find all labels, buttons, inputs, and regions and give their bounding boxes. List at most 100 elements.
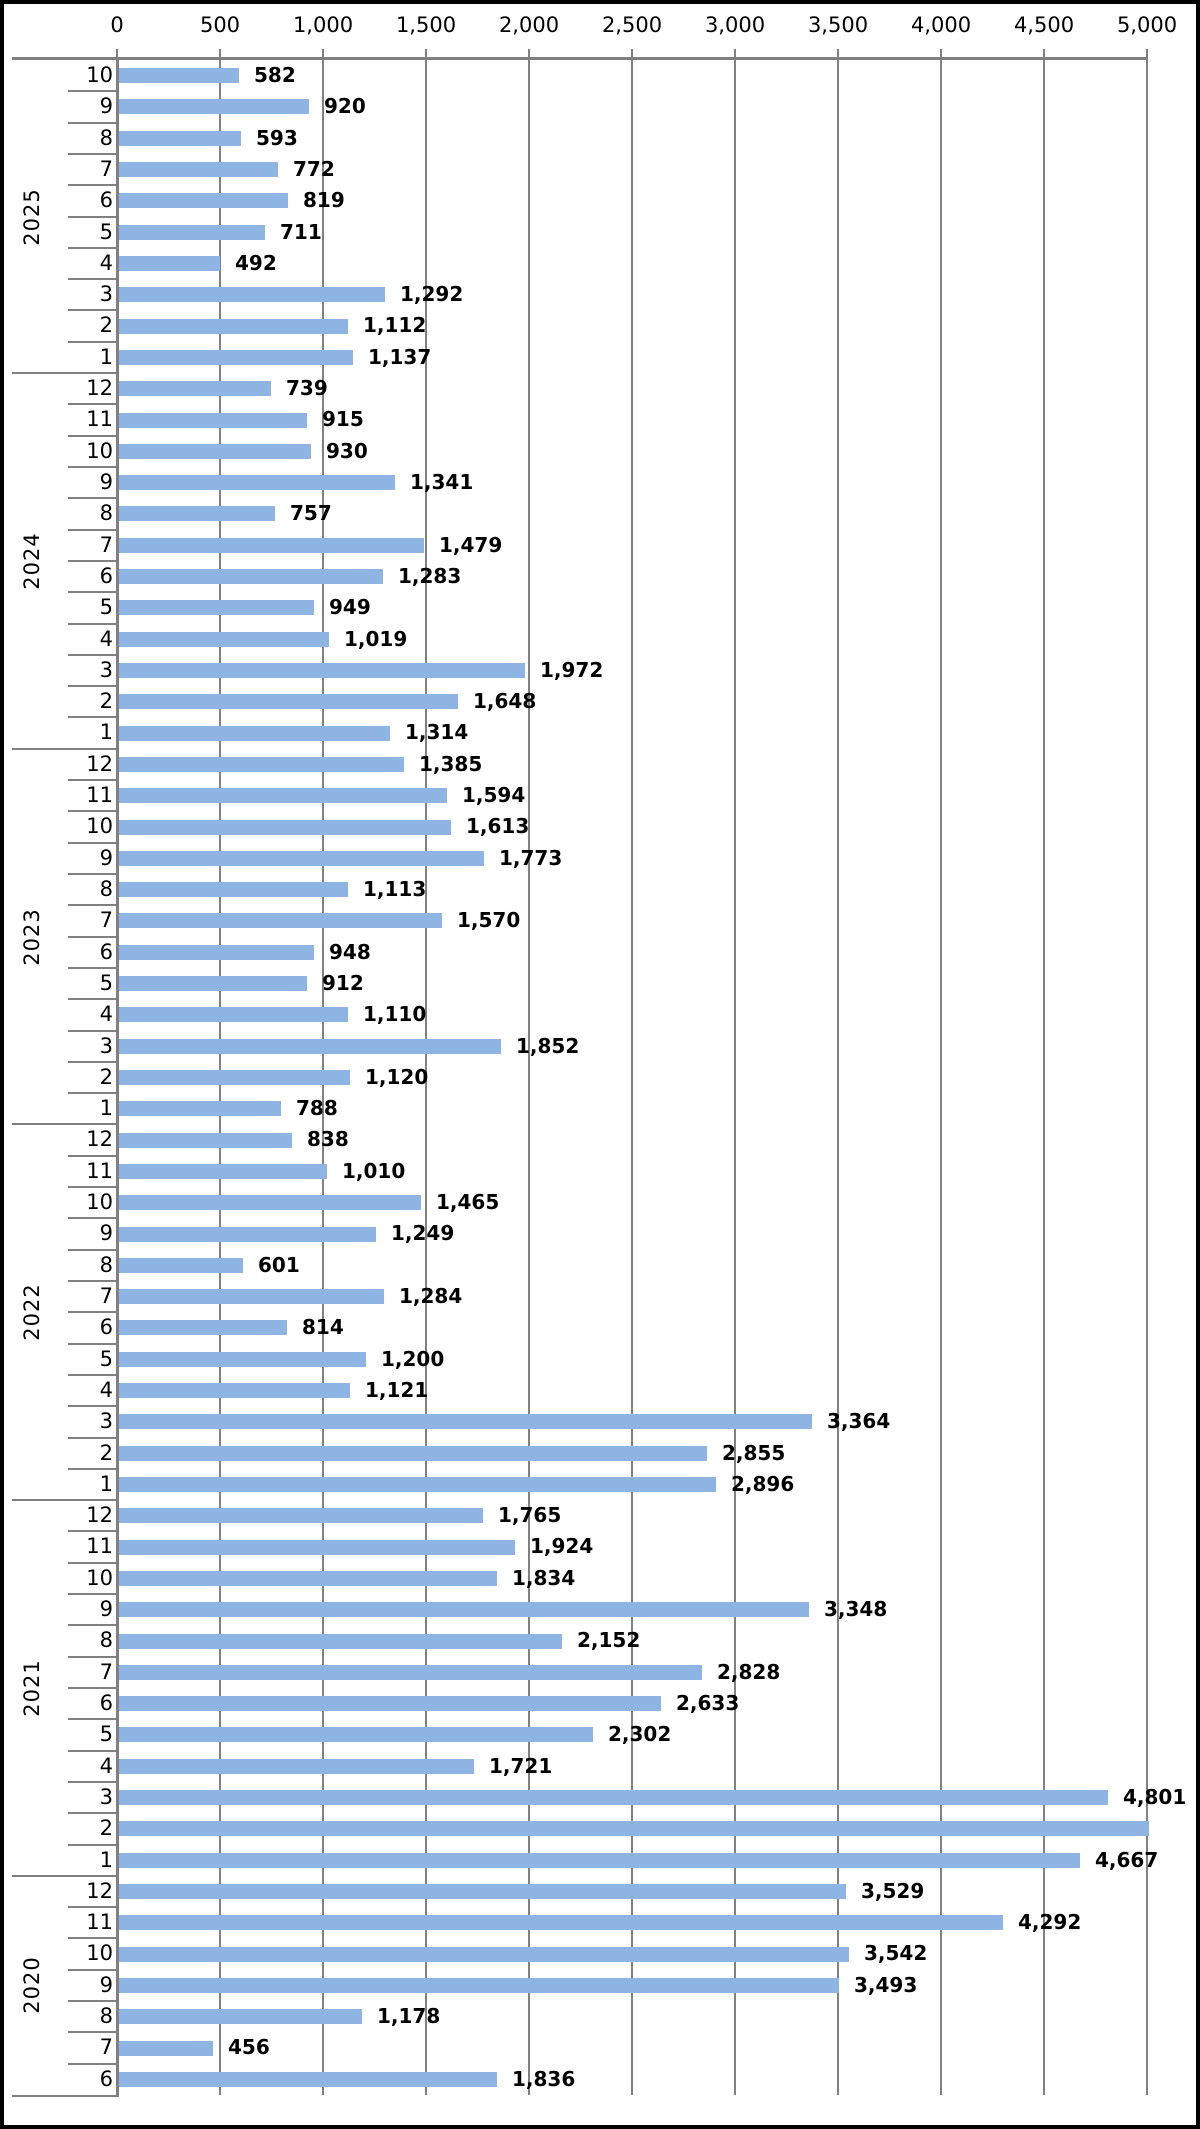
data-bar [119,2009,362,2025]
bar-row: 9 920 [4,91,1196,122]
value-label: 4,801 [1123,1784,1187,1809]
value-label: 1,019 [344,626,408,651]
data-bar [119,1007,348,1023]
month-separator-tick [68,1530,119,1533]
data-bar [119,537,424,553]
month-separator-tick [68,2000,119,2003]
value-label: 1,613 [466,814,530,839]
value-label: 1,972 [540,657,604,682]
data-bar [119,882,348,898]
month-axis-label: 5 [99,1722,113,1747]
value-label: 1,385 [419,751,483,776]
value-label: 1,112 [363,313,427,338]
value-label: 4,667 [1095,1847,1159,1872]
data-bar [119,475,395,491]
bar-row: 1 4,667 [4,1845,1196,1876]
bar-row: 8 593 [4,123,1196,154]
data-bar [119,1508,483,1524]
data-bar [119,99,309,115]
data-bar [119,756,404,772]
bar-row: 12 1,385 [4,749,1196,780]
month-axis-label: 4 [99,1753,113,1778]
value-label: 819 [303,188,345,213]
month-separator-tick [68,1405,119,1408]
month-separator-tick [68,1718,119,1721]
bar-row: 5 949 [4,592,1196,623]
bar-row: 11 4,292 [4,1907,1196,1938]
data-bar [119,1163,327,1179]
bar-row: 8 1,113 [4,874,1196,905]
x-axis-tick-mark [322,49,324,57]
data-bar [119,1445,707,1461]
month-separator-tick [68,184,119,187]
month-separator-tick [68,998,119,1001]
data-bar [119,2071,497,2087]
month-axis-label: 10 [86,438,113,463]
year-separator-line [12,372,119,375]
data-bar [119,224,265,240]
month-axis-label: 11 [86,1534,113,1559]
data-bar [119,443,311,459]
data-bar [119,1633,562,1649]
month-separator-tick [68,591,119,594]
bar-row: 9 1,341 [4,467,1196,498]
bar-row: 4 1,721 [4,1751,1196,1782]
month-separator-tick [68,278,119,281]
month-axis-label: 6 [99,2066,113,2091]
data-bar [119,1602,809,1618]
year-separator-line [12,1123,119,1126]
value-label: 1,120 [365,1064,429,1089]
x-axis-tick-mark [1043,49,1045,57]
value-label: 3,348 [824,1597,888,1622]
bar-row: 2 1,112 [4,310,1196,341]
month-axis-label: 12 [86,751,113,776]
bar-row: 3 1,852 [4,1031,1196,1062]
bar-row: 9 1,773 [4,843,1196,874]
data-bar [119,318,348,334]
month-axis-label: 6 [99,563,113,588]
bar-row: 6 948 [4,937,1196,968]
value-label: 3,542 [864,1941,928,1966]
value-label: 582 [254,63,296,87]
month-separator-tick [68,1812,119,1815]
month-axis-label: 7 [99,2035,113,2060]
month-separator-tick [68,466,119,468]
data-bar [119,788,447,804]
data-bar [119,1790,1108,1806]
x-axis-tick-label: 1,000 [292,13,354,37]
month-axis-label: 9 [99,470,113,494]
value-label: 1,292 [400,282,464,307]
month-separator-tick [68,215,119,218]
month-separator-tick [68,1311,119,1314]
month-axis-label: 9 [99,1597,113,1622]
data-bar [119,1946,849,1962]
x-axis-tick-label: 2,000 [498,13,560,37]
x-axis-tick-mark [837,49,839,57]
value-label: 3,364 [827,1409,891,1434]
x-axis-tick-label: 5,000 [1116,13,1178,37]
data-bar [119,725,390,741]
x-axis-tick-mark [116,49,118,57]
bar-row: 4 492 [4,248,1196,279]
value-label: 3,529 [861,1878,925,1903]
value-label: 456 [228,2035,270,2060]
bar-row: 11 915 [4,404,1196,435]
value-label: 930 [326,438,368,463]
month-axis-label: 1 [99,1471,113,1496]
x-axis-line [12,57,1148,60]
month-separator-tick [68,121,119,124]
month-axis-label: 7 [99,1284,113,1308]
data-bar [119,130,241,146]
data-bar [119,850,484,866]
bar-row: 10 1,834 [4,1563,1196,1594]
month-separator-tick [68,966,119,969]
month-axis-label: 5 [99,1346,113,1371]
month-separator-tick [68,873,119,875]
month-separator-tick [68,622,119,625]
vertical-gridline [734,57,736,2095]
data-bar [119,1476,716,1492]
month-axis-label: 5 [99,970,113,995]
month-axis-label: 9 [99,845,113,870]
data-bar [119,1852,1080,1868]
bar-row: 7 456 [4,2032,1196,2063]
